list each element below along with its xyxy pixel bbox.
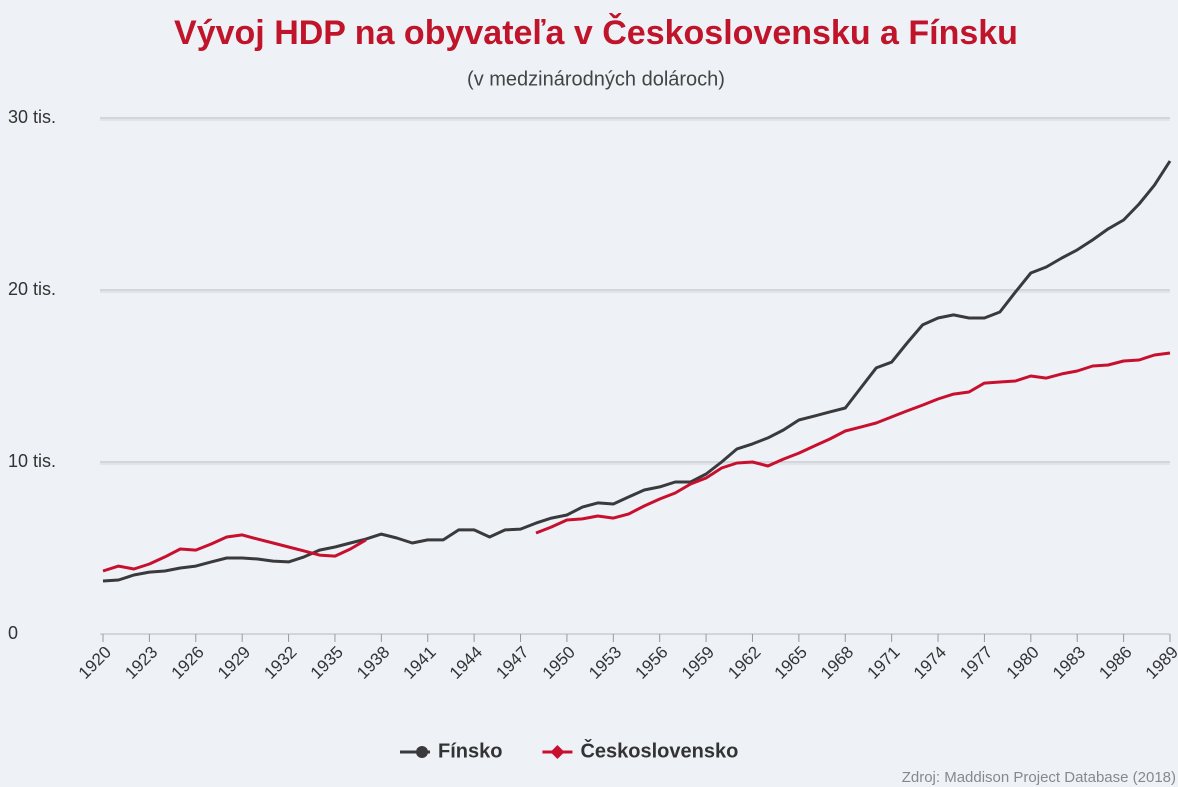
legend-marker — [550, 745, 565, 759]
x-tick-label: 1968 — [817, 643, 857, 683]
x-tick-label: 1980 — [1003, 643, 1043, 683]
x-tick-label: 1977 — [956, 643, 996, 683]
x-tick-label: 1959 — [678, 643, 718, 683]
x-tick-label: 1956 — [632, 643, 672, 683]
x-tick-label: 1953 — [585, 643, 625, 683]
x-tick-label: 1986 — [1095, 643, 1135, 683]
x-tick-label: 1983 — [1049, 643, 1089, 683]
x-tick-label: 1923 — [121, 643, 161, 683]
legend-label: Fínsko — [438, 740, 502, 762]
x-tick-label: 1935 — [307, 643, 347, 683]
x-tick-label: 1926 — [168, 643, 208, 683]
y-tick-label: 20 tis. — [8, 279, 56, 299]
y-tick-label: 30 tis. — [8, 107, 56, 127]
chart-subtitle: (v medzinárodných dolároch) — [467, 68, 725, 90]
x-tick-label: 1950 — [539, 643, 579, 683]
x-tick-label: 1962 — [724, 643, 764, 683]
y-tick-label: 10 tis. — [8, 451, 56, 471]
x-tick-label: 1929 — [214, 643, 254, 683]
x-tick-label: 1920 — [75, 643, 115, 683]
x-tick-label: 1965 — [771, 643, 811, 683]
legend-marker — [416, 746, 428, 758]
y-tick-label: 0 — [8, 623, 18, 643]
x-tick-label: 1941 — [400, 643, 440, 683]
x-tick-label: 1971 — [863, 643, 903, 683]
x-tick-label: 1947 — [492, 643, 532, 683]
x-tick-label: 1938 — [353, 643, 393, 683]
x-tick-label: 1932 — [260, 643, 300, 683]
chart-title: Vývoj HDP na obyvateľa v Československu … — [174, 13, 1018, 52]
series-line — [102, 351, 1171, 573]
legend-label: Československo — [580, 738, 738, 762]
x-tick-label: 1944 — [446, 643, 486, 683]
source-note: Zdroj: Maddison Project Database (2018) — [902, 769, 1176, 786]
series-line — [102, 160, 1172, 583]
x-tick-label: 1974 — [910, 643, 950, 683]
x-tick-label: 1989 — [1142, 643, 1178, 683]
